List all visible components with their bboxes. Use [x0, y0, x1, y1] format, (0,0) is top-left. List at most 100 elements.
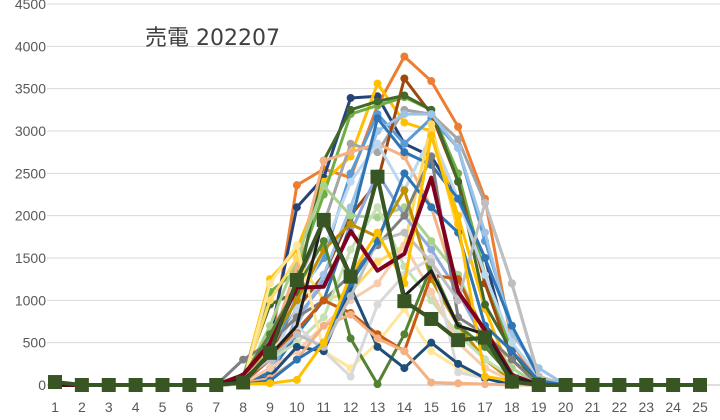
series-26-point-15 — [427, 258, 436, 267]
series-5-point-12 — [346, 169, 355, 178]
series-11-point-18 — [507, 338, 516, 347]
series-31-point-23 — [639, 378, 654, 392]
series-20-point-15 — [427, 347, 436, 356]
series-8-point-12 — [346, 105, 355, 114]
series-31-point-25 — [693, 378, 707, 392]
x-tick-label-19: 19 — [531, 399, 547, 415]
series-27-point-15 — [427, 203, 436, 212]
series-2-point-12 — [346, 93, 355, 102]
series-11-point-13 — [373, 139, 382, 148]
series-28-point-16 — [454, 220, 463, 229]
series-line-20 — [53, 243, 702, 387]
series-10-point-17 — [481, 228, 489, 237]
series-13-point-9 — [266, 321, 274, 330]
series-21-point-14 — [400, 330, 409, 339]
series-1-point-16 — [454, 122, 463, 131]
series-25-point-13 — [373, 334, 382, 343]
series-26-point-18 — [507, 279, 516, 288]
series-27-point-14 — [400, 169, 409, 178]
x-tick-label-15: 15 — [423, 399, 439, 415]
x-tick-label-6: 6 — [185, 399, 193, 415]
x-tick-label-5: 5 — [159, 399, 167, 415]
series-17-point-14 — [400, 211, 409, 220]
series-21-point-12 — [346, 334, 355, 343]
y-tick-label-500: 500 — [23, 335, 47, 351]
x-tick-label-2: 2 — [78, 399, 86, 415]
series-11-point-12 — [346, 177, 355, 186]
series-14-point-15 — [427, 120, 436, 129]
series-25-point-11 — [319, 321, 328, 330]
series-3-point-14 — [400, 118, 409, 127]
series-31-point-15 — [424, 311, 439, 326]
series-31-point-12 — [343, 269, 358, 284]
x-tick-label-13: 13 — [370, 399, 386, 415]
series-26-point-12 — [346, 292, 355, 301]
series-10-point-12 — [346, 203, 355, 212]
x-tick-label-1: 1 — [51, 399, 59, 415]
series-20-point-9 — [266, 279, 274, 288]
series-27-point-10 — [292, 355, 301, 364]
series-25-point-15 — [427, 378, 436, 387]
series-13-point-11 — [319, 182, 328, 191]
y-tick-label-4500: 4500 — [15, 0, 46, 12]
series-23-point-12 — [346, 372, 355, 381]
series-31-point-17 — [478, 330, 492, 345]
series-26-point-10 — [292, 330, 301, 339]
series-24-point-14 — [400, 364, 409, 373]
series-16-point-10 — [292, 296, 301, 305]
series-line-19 — [53, 243, 702, 387]
series-31-point-5 — [155, 378, 170, 392]
series-10-point-16 — [454, 143, 463, 152]
series-27-point-18 — [507, 347, 516, 356]
series-31-point-13 — [370, 169, 385, 184]
series-24-point-10 — [292, 342, 301, 351]
series-8-point-14 — [400, 91, 409, 100]
series-31-point-11 — [316, 212, 331, 227]
chart-title: 売電 202207 — [145, 26, 280, 51]
x-tick-label-18: 18 — [504, 399, 520, 415]
series-12-point-17 — [481, 254, 489, 262]
series-25-point-17 — [481, 380, 489, 389]
series-8-point-17 — [481, 300, 489, 309]
series-22-point-11 — [319, 296, 328, 305]
series-28-point-17 — [481, 372, 489, 381]
series-11-point-10 — [292, 304, 301, 313]
series-28-point-15 — [427, 131, 436, 140]
series-10-point-15 — [427, 110, 436, 119]
series-31-point-1 — [48, 375, 62, 390]
x-tick-label-7: 7 — [212, 399, 220, 415]
series-19-point-9 — [266, 364, 274, 373]
series-28-point-11 — [319, 338, 328, 347]
series-6-point-16 — [454, 135, 463, 144]
series-31-point-7 — [209, 378, 224, 392]
x-tick-label-23: 23 — [638, 399, 654, 415]
series-31-point-16 — [451, 333, 466, 348]
series-31-point-22 — [612, 378, 627, 392]
x-tick-label-24: 24 — [665, 399, 681, 415]
series-7-point-14 — [400, 74, 409, 83]
series-24-point-15 — [427, 338, 436, 347]
series-18-point-12 — [346, 245, 355, 254]
series-6-point-13 — [373, 148, 382, 157]
series-31-point-2 — [74, 378, 89, 392]
x-tick-label-8: 8 — [239, 399, 247, 415]
y-tick-label-3000: 3000 — [15, 123, 46, 139]
series-31-point-10 — [289, 273, 304, 288]
series-16-point-12 — [346, 220, 355, 229]
series-31-point-6 — [182, 378, 197, 392]
y-tick-label-4000: 4000 — [15, 38, 46, 54]
series-23-point-13 — [373, 300, 382, 309]
series-12-point-16 — [454, 194, 463, 203]
series-31-point-18 — [504, 374, 519, 389]
series-21-point-11 — [319, 237, 328, 246]
series-26-point-17 — [481, 198, 489, 207]
x-tick-label-12: 12 — [343, 399, 359, 415]
series-8-point-16 — [454, 177, 463, 186]
series-31-point-20 — [558, 378, 573, 392]
series-24-point-13 — [373, 342, 382, 351]
series-3-point-13 — [373, 79, 382, 88]
series-19-point-15 — [427, 287, 436, 296]
series-1-point-14 — [400, 52, 409, 61]
y-tick-label-2000: 2000 — [15, 208, 46, 224]
